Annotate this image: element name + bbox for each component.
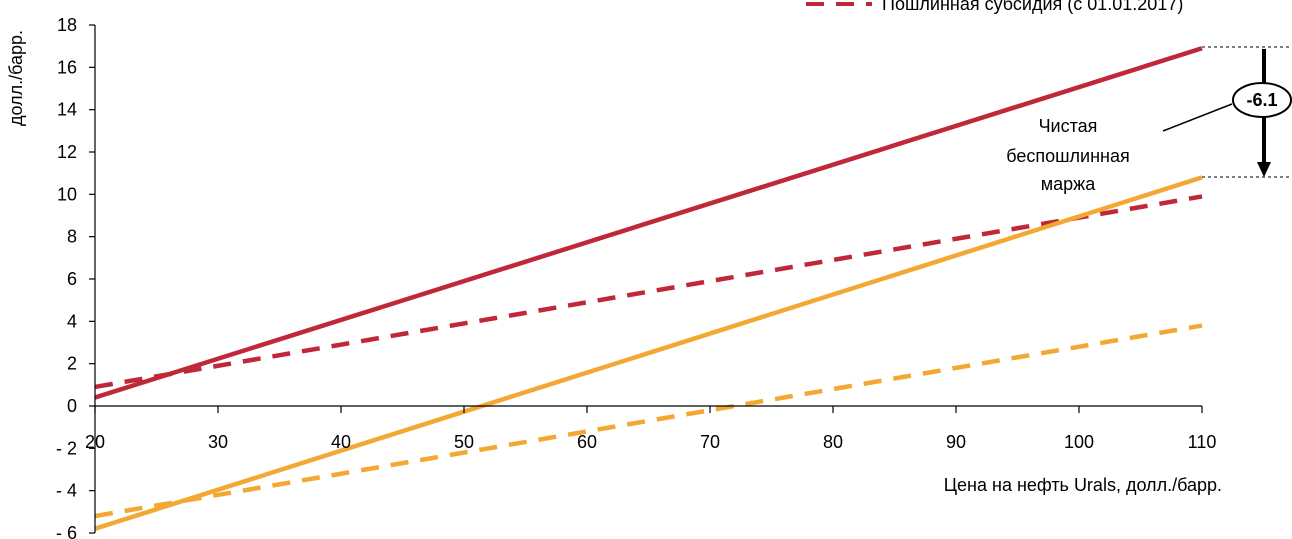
gap-badge: -6.1 — [1246, 90, 1277, 110]
legend-label: Пошлинная субсидия (с 01.01.2017) — [882, 0, 1183, 14]
x-tick-label: 100 — [1064, 432, 1094, 452]
series-0-solid-line — [95, 48, 1202, 397]
y-tick-label: 6 — [67, 269, 77, 289]
y-tick-label: 12 — [57, 142, 77, 162]
x-axis-label: Цена на нефть Urals, долл./барр. — [944, 475, 1222, 495]
y-tick-label: - 2 — [56, 438, 77, 458]
x-tick-label: 90 — [946, 432, 966, 452]
gap-arrow-head — [1257, 162, 1271, 177]
y-tick-label: 14 — [57, 100, 77, 120]
x-tick-label: 40 — [331, 432, 351, 452]
y-tick-label: 0 — [67, 396, 77, 416]
callout-line-1: Чистая — [1039, 116, 1098, 136]
legend: Пошлинная субсидия (с 01.01.2017) — [806, 0, 1183, 14]
y-tick-label: 16 — [57, 57, 77, 77]
x-tick-label: 20 — [85, 432, 105, 452]
margin-annotation: -6.1 Чистая беспошлинная маржа — [1006, 47, 1292, 194]
x-tick-label: 60 — [577, 432, 597, 452]
x-tick-label: 70 — [700, 432, 720, 452]
y-tick-label: - 4 — [56, 481, 77, 501]
y-tick-label: 8 — [67, 227, 77, 247]
x-tick-label: 80 — [823, 432, 843, 452]
y-tick-label: 4 — [67, 311, 77, 331]
y-tick-label: 10 — [57, 184, 77, 204]
y-tick-label: - 6 — [56, 523, 77, 539]
callout-line-3: маржа — [1041, 174, 1096, 194]
x-tick-label: 110 — [1188, 432, 1217, 452]
callout-line-2: беспошлинная — [1006, 146, 1130, 166]
callout-pointer — [1163, 104, 1232, 131]
y-axis-label: долл./барр. — [6, 30, 26, 126]
y-tick-label: 2 — [67, 354, 77, 374]
x-tick-label: 50 — [454, 432, 474, 452]
x-tick-label: 30 — [208, 432, 228, 452]
y-tick-label: 18 — [57, 15, 77, 35]
